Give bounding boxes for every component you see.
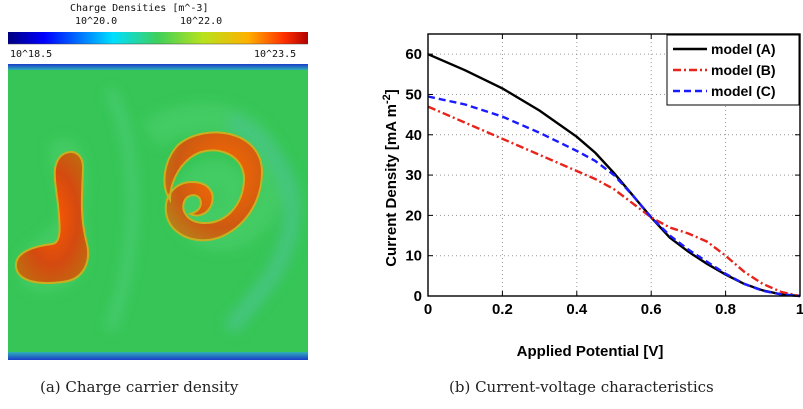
x-tick-label: 0 xyxy=(424,301,432,318)
colorbar-tick-bottom-1: 10^18.5 xyxy=(10,49,53,60)
x-tick-label: 0.8 xyxy=(715,301,736,318)
chart-legend: model (A) model (B) model (C) xyxy=(666,34,800,106)
legend-label-1: model (A) xyxy=(711,41,776,57)
charge-blob-left xyxy=(14,151,90,285)
legend-label-2: model (B) xyxy=(711,62,776,78)
caption-b: (b) Current-voltage characteristics xyxy=(449,378,714,396)
y-tick-label: 30 xyxy=(405,167,422,184)
x-axis-label: Applied Potential [V] xyxy=(517,343,664,360)
x-tick-label: 0.2 xyxy=(492,301,513,318)
series-line-2 xyxy=(427,105,801,298)
colorbar-title: Charge Densities [m^-3] xyxy=(70,3,209,14)
x-tick-label: 1 xyxy=(796,301,803,318)
legend-label-3: model (C) xyxy=(711,83,776,99)
y-tick-label: 50 xyxy=(405,86,422,103)
series-line-3 xyxy=(427,95,801,298)
colorbar-tick-top-2: 10^22.0 xyxy=(180,16,223,27)
density-map-svg xyxy=(8,32,308,360)
colorbar xyxy=(8,32,308,44)
colorbar-tick-bottom-2: 10^23.5 xyxy=(254,49,297,60)
plot-frame xyxy=(427,33,801,297)
y-tick-label: 40 xyxy=(405,127,422,144)
x-tick-label: 0.6 xyxy=(641,301,662,318)
y-axis-label: Current Density [mA m-2] xyxy=(381,89,400,267)
x-tick-label: 0.4 xyxy=(566,301,588,318)
y-tick-label: 60 xyxy=(405,46,422,63)
y-tick-label: 10 xyxy=(405,248,422,265)
chart-axes xyxy=(427,33,801,297)
chart-series xyxy=(427,53,801,298)
charge-blob-right xyxy=(163,131,264,242)
colorbar-tick-top-1: 10^20.0 xyxy=(75,16,118,27)
y-tick-label: 0 xyxy=(414,288,422,305)
iv-chart-figure: 0 0.2 0.4 0.6 0.8 1 0 10 20 30 40 50 60 model (A) mod… xyxy=(330,0,803,409)
y-tick-label: 20 xyxy=(405,207,422,224)
caption-a: (a) Charge carrier density xyxy=(40,378,239,396)
charge-density-figure: Charge Densities [m^-3] 10^20.0 10^22.0 xyxy=(0,0,330,409)
bottom-boundary-band xyxy=(8,352,308,360)
top-boundary-band xyxy=(8,64,308,70)
